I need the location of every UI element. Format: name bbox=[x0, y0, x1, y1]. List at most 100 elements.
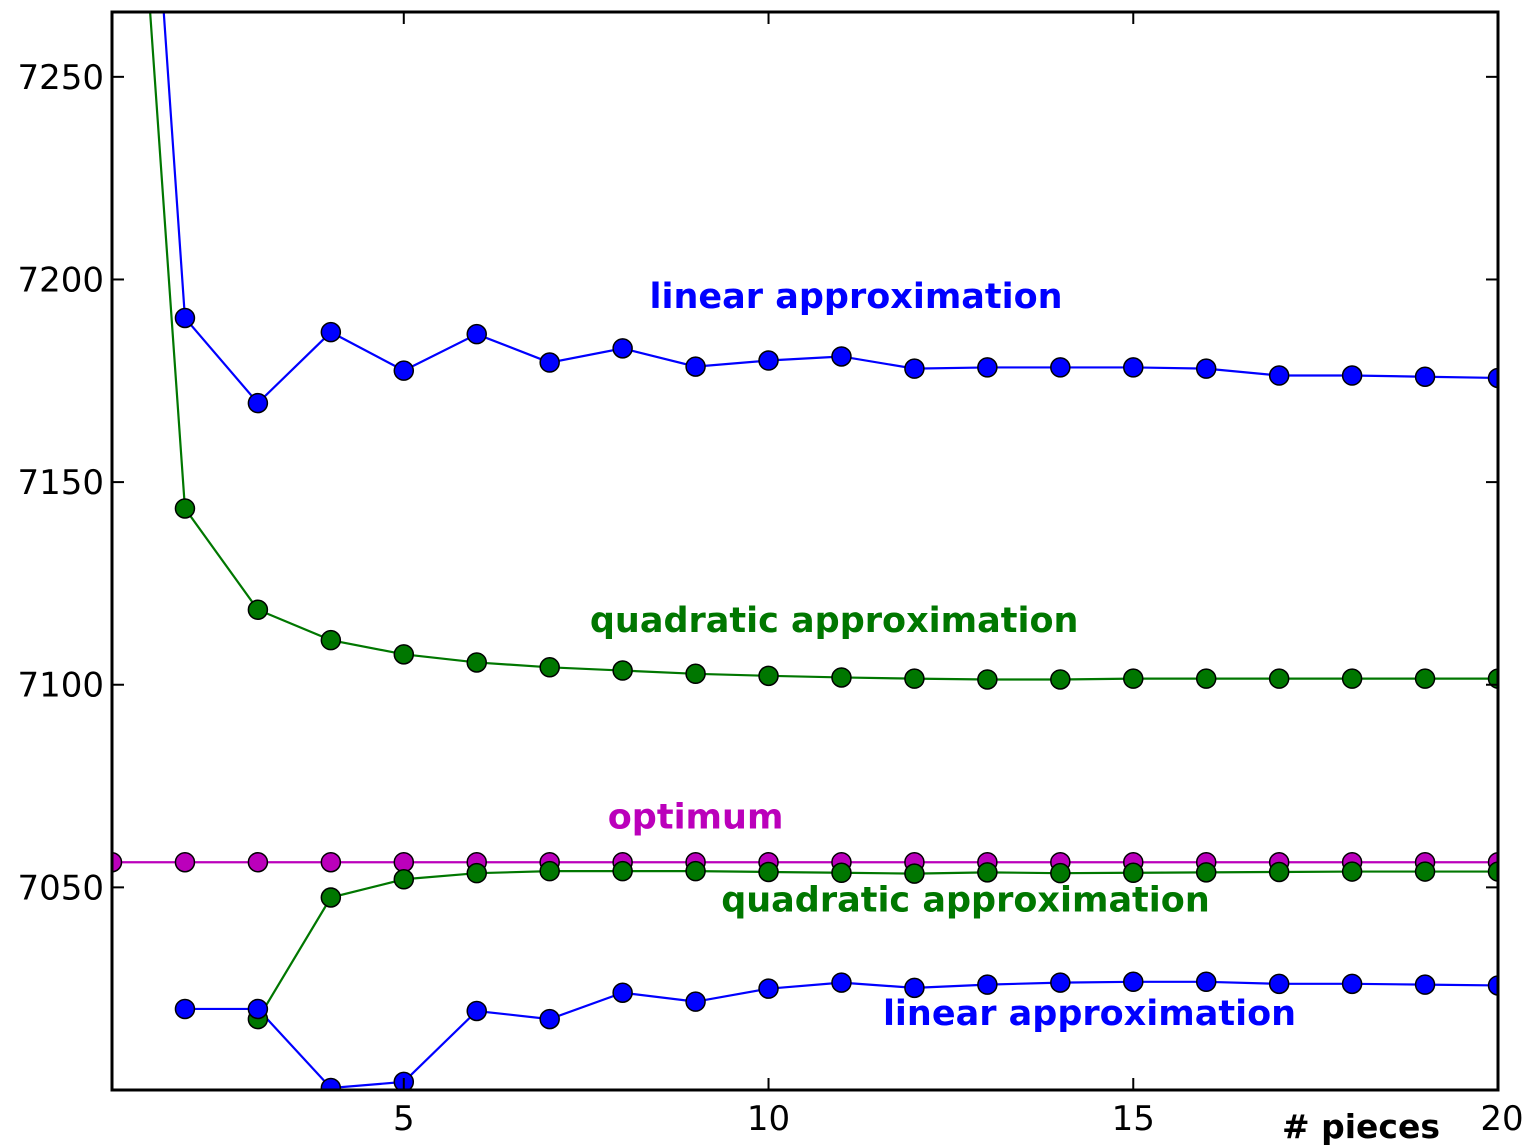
series-3-point bbox=[758, 861, 779, 883]
series-1-point bbox=[977, 669, 998, 690]
y-tick-label: 7200 bbox=[17, 260, 104, 300]
series-4-point bbox=[1414, 974, 1436, 995]
series-3-point bbox=[539, 860, 560, 882]
series-0-point bbox=[539, 352, 560, 373]
series-4-point bbox=[831, 972, 852, 993]
series-3-point bbox=[612, 860, 633, 882]
series-3-point bbox=[1341, 861, 1363, 882]
series-1-point bbox=[247, 599, 269, 621]
annotation-label: linear approximation bbox=[650, 277, 1063, 317]
series-4-point bbox=[904, 977, 925, 999]
series-4-point bbox=[758, 978, 779, 999]
series-line-0 bbox=[162, 12, 1498, 405]
series-0-point bbox=[831, 346, 852, 367]
series-1-point bbox=[320, 629, 342, 651]
series-1-point bbox=[1268, 668, 1290, 689]
x-tick-label: 20 bbox=[1480, 1099, 1523, 1139]
series-0-point bbox=[904, 358, 925, 379]
y-tick-label: 7250 bbox=[17, 58, 104, 98]
series-1-point bbox=[1487, 668, 1498, 689]
series-layer bbox=[112, 12, 1498, 1090]
series-3-point bbox=[1123, 862, 1144, 884]
series-0-point bbox=[1195, 358, 1217, 379]
series-3-point bbox=[1487, 861, 1498, 882]
series-0-point bbox=[685, 356, 706, 377]
x-axis-label: # pieces bbox=[1282, 1107, 1440, 1146]
series-2-point bbox=[112, 851, 123, 873]
x-tick-label: 10 bbox=[747, 1099, 790, 1139]
series-1-point bbox=[685, 663, 706, 685]
series-1-point bbox=[1341, 668, 1363, 689]
series-0-point bbox=[1341, 365, 1363, 386]
series-4-point bbox=[466, 1000, 487, 1022]
plot-frame bbox=[110, 10, 1500, 1092]
annotation-label: quadratic approximation bbox=[590, 601, 1079, 641]
series-0-point bbox=[1268, 365, 1290, 386]
series-4-point bbox=[1195, 971, 1217, 993]
y-tick-label: 7150 bbox=[17, 463, 104, 503]
series-3-point bbox=[393, 869, 415, 890]
series-4-point bbox=[1050, 972, 1071, 993]
series-1-point bbox=[393, 644, 415, 665]
series-3-point bbox=[1268, 861, 1290, 883]
annotation-label: linear approximation bbox=[883, 994, 1296, 1034]
series-0-point bbox=[1123, 357, 1144, 378]
series-0-point bbox=[247, 392, 269, 414]
series-1-point bbox=[904, 668, 925, 689]
series-line-4 bbox=[184, 980, 1498, 1090]
annotations-layer: linear approximation quadratic approximat… bbox=[590, 277, 1296, 1034]
series-4-point bbox=[612, 982, 633, 1003]
series-1-point bbox=[612, 660, 633, 681]
series-3-point bbox=[831, 862, 852, 884]
series-3-point bbox=[977, 862, 998, 883]
annotation-label: optimum bbox=[608, 798, 784, 838]
x-tick-label: 15 bbox=[1112, 1099, 1155, 1139]
series-2-point bbox=[247, 851, 269, 873]
y-tick-label: 7050 bbox=[17, 868, 104, 908]
series-0-point bbox=[977, 357, 998, 378]
y-tick-label: 7100 bbox=[17, 666, 104, 706]
series-4-point bbox=[174, 998, 196, 1020]
series-1-point bbox=[539, 657, 560, 678]
series-0-point bbox=[758, 350, 779, 371]
ticks-layer: 5 10 15 20 7050 7100 7150 7200 7250 bbox=[17, 12, 1524, 1139]
series-4-point bbox=[539, 1008, 560, 1030]
series-4-point bbox=[1268, 973, 1290, 995]
series-0-point bbox=[174, 307, 196, 329]
series-3-point bbox=[1414, 861, 1436, 882]
series-3-point bbox=[320, 887, 342, 908]
series-1-point bbox=[466, 652, 487, 673]
series-1-point bbox=[1414, 668, 1436, 689]
series-2-point bbox=[320, 851, 342, 873]
series-4-point bbox=[1341, 973, 1363, 995]
series-3-point bbox=[466, 862, 487, 884]
series-0-point bbox=[1414, 366, 1436, 387]
series-2-point bbox=[393, 851, 415, 873]
series-1-point bbox=[831, 667, 852, 688]
series-1-point bbox=[174, 498, 196, 519]
series-3-point bbox=[1050, 862, 1071, 884]
series-4-point bbox=[685, 991, 706, 1012]
series-0-point bbox=[1487, 367, 1498, 389]
series-0-point bbox=[1050, 357, 1071, 378]
series-1-point bbox=[1195, 668, 1217, 689]
series-3-point bbox=[904, 863, 925, 884]
series-1-point bbox=[758, 665, 779, 687]
series-0-point bbox=[466, 323, 487, 345]
series-line-3 bbox=[256, 870, 1498, 1020]
series-3-point bbox=[1195, 862, 1217, 883]
series-line-1 bbox=[149, 12, 1498, 681]
series-4-point bbox=[247, 998, 269, 1020]
series-4-point bbox=[977, 974, 998, 995]
series-4-point bbox=[1487, 975, 1498, 996]
x-tick-label: 5 bbox=[393, 1099, 415, 1139]
series-4-point bbox=[1123, 971, 1144, 993]
series-0-point bbox=[393, 360, 415, 381]
series-3-point bbox=[685, 860, 706, 882]
plot-area bbox=[110, 10, 1500, 1092]
series-4-point bbox=[320, 1077, 342, 1090]
series-1-point bbox=[1050, 669, 1071, 690]
series-0-point bbox=[320, 321, 342, 343]
series-1-point bbox=[1123, 668, 1144, 689]
